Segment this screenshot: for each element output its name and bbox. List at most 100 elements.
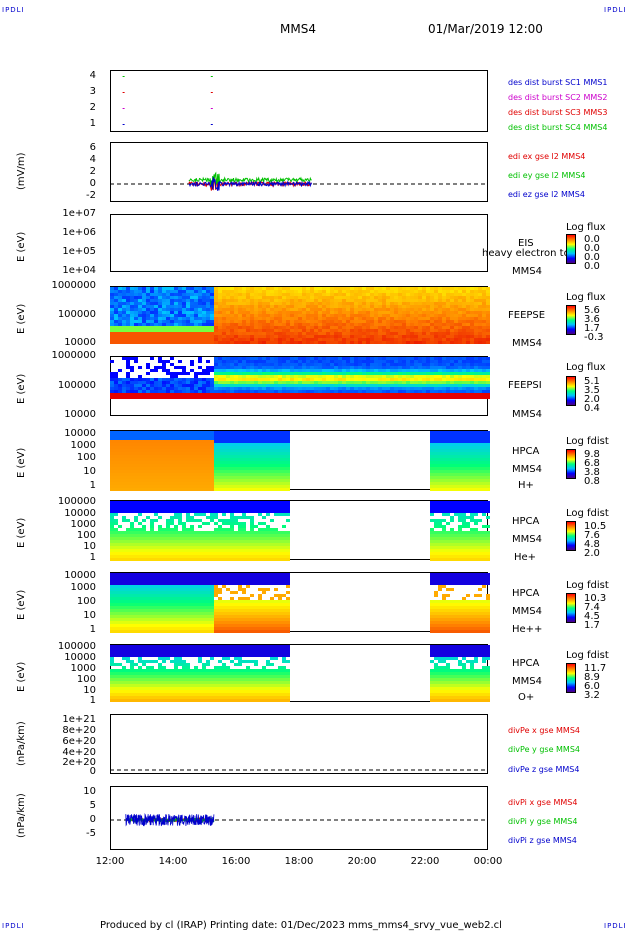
hpca-h-spectrogram-cell [486, 440, 490, 443]
feepse-spectrogram-cell [426, 326, 430, 329]
feepse-spectrogram-cell [282, 293, 286, 296]
feepse-spectrogram-cell [118, 287, 122, 290]
feepse-spectrogram-cell [162, 302, 166, 305]
hpca-h-spectrogram-cell [238, 461, 242, 464]
hpca-h-spectrogram-cell [258, 431, 262, 434]
feepsi-spectrogram-cell [470, 363, 474, 366]
hpca-h-spectrogram-cell [486, 470, 490, 473]
feepsi-spectrogram-cell [454, 387, 458, 390]
feepsi-spectrogram-cell [302, 390, 306, 393]
feepse-spectrogram-cell [466, 317, 470, 320]
feepsi-spectrogram-cell [154, 396, 158, 399]
feepsi-spectrogram-cell [166, 393, 170, 396]
feepse-spectrogram-cell [406, 338, 410, 341]
hpca-h-spectrogram-cell [474, 446, 478, 449]
hpca-h-spectrogram-cell [110, 449, 114, 452]
feepse-spectrogram-cell [382, 341, 386, 344]
hpca-he-spectrogram-cell [194, 546, 198, 549]
cbar-val: 1.7 [584, 620, 600, 631]
feepse-spectrogram-cell [126, 338, 130, 341]
feepse-spectrogram-cell [134, 311, 138, 314]
feepse-spectrogram-cell [146, 308, 150, 311]
panel-label-feepsi: FEEPSI [508, 380, 542, 391]
feepse-spectrogram-cell [294, 326, 298, 329]
feepse-spectrogram-cell [150, 290, 154, 293]
hpca-h-spectrogram-cell [170, 461, 174, 464]
hpca-he-spectrogram-cell [230, 522, 234, 525]
feepse-spectrogram-cell [126, 326, 130, 329]
hpca-h-spectrogram-cell [190, 455, 194, 458]
feepsi-spectrogram-cell [486, 375, 490, 378]
feepse-spectrogram-cell [130, 317, 134, 320]
feepse-spectrogram-cell [358, 311, 362, 314]
hpca-h-spectrogram-cell [250, 446, 254, 449]
feepsi-spectrogram-cell [218, 372, 222, 375]
hpca-h-spectrogram-cell [482, 473, 486, 476]
hpca-h-spectrogram-cell [450, 482, 454, 485]
feepsi-spectrogram-cell [470, 357, 474, 360]
feepsi-spectrogram-cell [374, 378, 378, 381]
feepsi-spectrogram-cell [126, 384, 130, 387]
feepse-spectrogram-cell [142, 302, 146, 305]
feepsi-spectrogram-cell [282, 366, 286, 369]
feepsi-spectrogram-cell [358, 396, 362, 399]
feepsi-spectrogram-cell [294, 369, 298, 372]
hpca-h-spectrogram-cell [450, 458, 454, 461]
feepsi-spectrogram-cell [234, 369, 238, 372]
feepse-spectrogram-cell [194, 338, 198, 341]
hpca-h-spectrogram-cell [206, 470, 210, 473]
feepse-spectrogram-cell [126, 299, 130, 302]
feepse-spectrogram-cell [378, 287, 382, 290]
hpca-h-spectrogram-cell [462, 434, 466, 437]
hpca-he-spectrogram-cell [154, 507, 158, 510]
hpca-he-spectrogram-cell [166, 507, 170, 510]
hpca-he-spectrogram-cell [110, 552, 114, 555]
feepse-spectrogram-cell [410, 308, 414, 311]
feepsi-spectrogram-cell [370, 372, 374, 375]
feepsi-spectrogram-cell [190, 384, 194, 387]
hpca-h-spectrogram-cell [158, 473, 162, 476]
feepse-spectrogram-cell [442, 338, 446, 341]
hpca-h-spectrogram-cell [170, 476, 174, 479]
feepse-spectrogram-cell [134, 329, 138, 332]
ytick: 100000 [57, 380, 96, 391]
hpca-h-spectrogram-cell [130, 464, 134, 467]
feepse-spectrogram-cell [334, 320, 338, 323]
hpca-he-spectrogram-cell [234, 516, 238, 519]
hpca-h-spectrogram-cell [234, 434, 238, 437]
hpca-h-spectrogram-cell [454, 443, 458, 446]
feepse-spectrogram-cell [466, 335, 470, 338]
feepsi-spectrogram-cell [458, 384, 462, 387]
feepse-spectrogram-cell [234, 341, 238, 344]
feepse-spectrogram-cell [298, 317, 302, 320]
feepse-spectrogram-cell [262, 326, 266, 329]
hpca-he-spectrogram-cell [138, 537, 142, 540]
feepsi-spectrogram-cell [386, 357, 390, 360]
hpca-h-spectrogram-cell [446, 476, 450, 479]
feepse-spectrogram-cell [334, 311, 338, 314]
feepsi-spectrogram-cell [474, 357, 478, 360]
feepse-spectrogram-cell [414, 329, 418, 332]
hpca-h-spectrogram-cell [174, 446, 178, 449]
feepse-spectrogram-cell [386, 311, 390, 314]
hpca-h-spectrogram-cell [438, 437, 442, 440]
feepse-spectrogram-cell [382, 332, 386, 335]
hpca-h-spectrogram-cell [486, 437, 490, 440]
feepsi-spectrogram-cell [362, 378, 366, 381]
hpca-h-spectrogram-cell [166, 470, 170, 473]
feepse-spectrogram-cell [122, 320, 126, 323]
feepse-spectrogram-cell [210, 299, 214, 302]
feepsi-spectrogram-cell [150, 369, 154, 372]
hpca-h-spectrogram-cell [238, 434, 242, 437]
hpca-he-spectrogram-cell [242, 507, 246, 510]
hpca-he-spectrogram-cell [154, 558, 158, 561]
feepse-spectrogram-cell [214, 296, 218, 299]
feepsi-spectrogram-cell [390, 378, 394, 381]
hpca-he-spectrogram-cell [158, 540, 162, 543]
hpca-he-spectrogram-cell [210, 534, 214, 537]
feepsi-spectrogram-cell [314, 384, 318, 387]
hpca-h-spectrogram-cell [266, 446, 270, 449]
hpca-he-spectrogram-cell [226, 555, 230, 558]
hpca-h-spectrogram-cell [226, 443, 230, 446]
hpca-h-spectrogram-cell [462, 431, 466, 434]
